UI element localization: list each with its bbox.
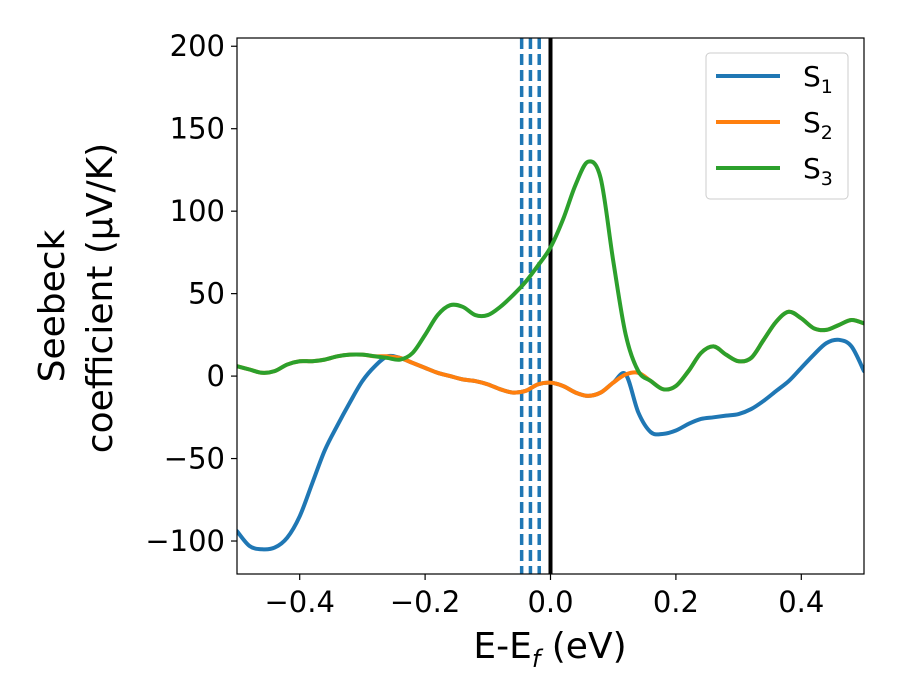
legend-label-s2: S2 — [803, 106, 833, 144]
legend-box — [705, 52, 849, 200]
x-tick-label: 0.0 — [527, 585, 573, 619]
y-axis-title-line1: Seebeck — [32, 229, 73, 382]
y-axis-ticks: −100 −50 0 50 100 150 200 — [145, 29, 237, 558]
y-tick-label: 200 — [170, 29, 225, 63]
x-tick-label: 0.2 — [653, 585, 699, 619]
x-axis-ticks: −0.4 −0.2 0.0 0.2 0.4 — [264, 574, 824, 619]
series-line-s3 — [237, 159, 864, 392]
series-lines — [237, 159, 864, 552]
x-tick-label: −0.2 — [390, 585, 460, 619]
x-tick-label: −0.4 — [264, 585, 334, 619]
x-tick-label: 0.4 — [778, 585, 824, 619]
legend-label-s1: S1 — [803, 60, 833, 98]
y-tick-label: 100 — [170, 194, 225, 228]
y-tick-label: −100 — [145, 524, 225, 558]
y-tick-label: −50 — [164, 442, 225, 476]
y-tick-label: 50 — [188, 277, 225, 311]
legend-label-s3: S3 — [803, 152, 833, 190]
y-tick-label: 0 — [207, 359, 225, 393]
y-axis-title-line2: coefficient (μV/K) — [80, 143, 121, 453]
y-tick-label: 150 — [170, 112, 225, 146]
x-axis-title: E-Ef (eV) — [473, 626, 626, 673]
reference-lines — [519, 38, 553, 574]
legend: S1 S2 S3 — [705, 52, 849, 200]
